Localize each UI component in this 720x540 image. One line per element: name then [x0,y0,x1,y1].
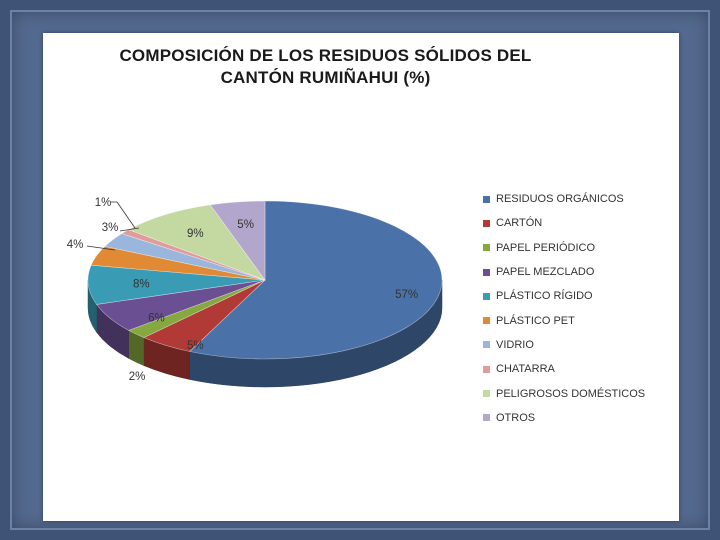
data-label-4: 8% [133,279,150,291]
chart-legend: RESIDUOS ORGÁNICOS CARTÓN PAPEL PERIÓDICO P… [483,187,673,430]
legend-swatch [483,365,490,373]
legend-item: RESIDUOS ORGÁNICOS [483,187,673,211]
data-label-3: 6% [148,312,165,324]
pie-slice-9 [209,200,266,281]
pie-top-group [87,200,443,360]
leader-line-6 [119,227,140,232]
legend-item: PAPEL MEZCLADO [483,260,673,284]
leader-line-5 [86,245,116,251]
data-label-7: 1% [95,197,112,209]
pie-label-group: 57% 5% 2% 6% 8% 4% 3% 1% 9% 5% [67,197,418,383]
legend-label: PLÁSTICO RÍGIDO [496,290,593,303]
data-label-2: 2% [129,371,146,383]
slide-frame: COMPOSICIÓN DE LOS RESIDUOS SÓLIDOS DEL … [10,10,710,530]
data-label-8: 9% [187,228,204,240]
legend-swatch [483,195,490,203]
pie-chart: 57% 5% 2% 6% 8% 4% 3% 1% 9% 5% [67,197,443,388]
data-label-0: 57% [395,289,418,301]
data-label-9: 5% [237,219,254,231]
legend-item: PLÁSTICO RÍGIDO [483,284,673,308]
legend-label: PAPEL PERIÓDICO [496,241,596,254]
pie-slice-8 [127,204,266,281]
legend-swatch [483,317,490,325]
legend-label: OTROS [496,411,536,424]
legend-label: CHATARRA [496,363,555,376]
pie-slice-4 [87,264,266,305]
chart-title: COMPOSICIÓN DE LOS RESIDUOS SÓLIDOS DEL … [119,46,532,87]
data-label-5: 4% [67,239,84,251]
pie-slice-0 [189,200,443,360]
data-label-6: 3% [102,222,119,234]
legend-swatch [483,292,490,300]
legend-label: PLÁSTICO PET [496,314,575,327]
legend-label: PELIGROSOS DOMÉSTICOS [496,387,646,400]
leader-line-7 [111,201,136,229]
legend-swatch [483,414,490,422]
legend-label: CARTÓN [496,217,543,230]
chart-panel: COMPOSICIÓN DE LOS RESIDUOS SÓLIDOS DEL … [43,33,679,521]
legend-item: VIDRIO [483,333,673,357]
legend-swatch [483,219,490,227]
legend-swatch [483,244,490,252]
legend-item: PELIGROSOS DOMÉSTICOS [483,381,673,405]
legend-item: PAPEL PERIÓDICO [483,236,673,260]
legend-item: CARTÓN [483,211,673,235]
legend-label: RESIDUOS ORGÁNICOS [496,193,624,206]
legend-item: CHATARRA [483,357,673,381]
legend-label: VIDRIO [496,338,534,351]
legend-swatch [483,341,490,349]
legend-label: PAPEL MEZCLADO [496,266,595,279]
data-label-1: 5% [187,340,204,352]
legend-swatch [483,390,490,398]
legend-item: OTROS [483,406,673,430]
legend-item: PLÁSTICO PET [483,308,673,332]
legend-swatch [483,268,490,276]
